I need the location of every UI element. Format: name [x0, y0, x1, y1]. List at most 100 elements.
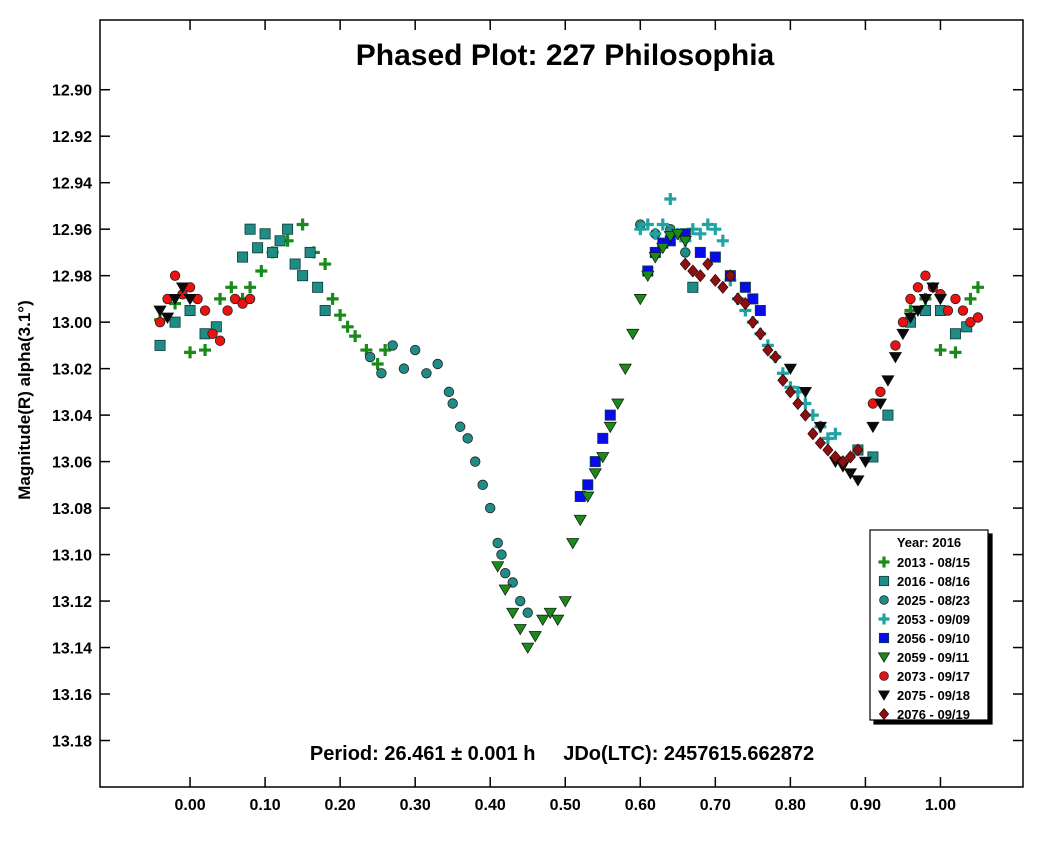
- data-point: [747, 293, 759, 305]
- data-point: [259, 228, 271, 240]
- data-point: [717, 280, 729, 294]
- legend-label: 2073 - 09/17: [897, 669, 970, 684]
- data-point: [663, 231, 677, 243]
- legend-entry: 2059 - 09/11: [877, 650, 969, 665]
- data-point: [814, 436, 826, 450]
- y-tick-label: 13.14: [52, 641, 92, 658]
- legend-label: 2053 - 09/09: [897, 612, 970, 627]
- y-tick-label: 12.92: [52, 129, 92, 146]
- data-point: [783, 363, 797, 376]
- chart-title: Phased Plot: 227 Philosophia: [356, 39, 775, 72]
- data-point: [656, 218, 669, 231]
- data-point: [641, 218, 654, 231]
- data-point: [971, 281, 984, 294]
- data-point: [513, 624, 527, 636]
- data-point: [409, 344, 421, 356]
- data-point: [443, 386, 455, 398]
- data-point: [972, 312, 984, 323]
- series-2076-09-19: [679, 257, 864, 469]
- data-point: [702, 257, 714, 271]
- data-point: [799, 408, 811, 422]
- data-point: [296, 218, 309, 231]
- data-point: [716, 234, 729, 247]
- data-point: [633, 294, 647, 306]
- data-point: [888, 352, 903, 364]
- data-point: [573, 514, 587, 527]
- data-point: [255, 265, 268, 278]
- data-point: [432, 358, 443, 370]
- data-point: [687, 281, 699, 293]
- data-point: [214, 335, 226, 346]
- x-tick-label: 0.60: [625, 797, 656, 814]
- data-point: [274, 235, 286, 247]
- data-point: [844, 450, 856, 464]
- data-point: [626, 328, 640, 341]
- data-point: [566, 538, 580, 550]
- data-point: [829, 427, 842, 440]
- data-point: [920, 270, 931, 281]
- series-2025-08-23: [364, 219, 691, 618]
- data-point: [551, 614, 565, 627]
- x-tick-label: 0.70: [700, 797, 731, 814]
- data-point: [680, 247, 691, 258]
- data-point: [965, 316, 976, 328]
- legend-label: 2056 - 09/10: [897, 631, 970, 646]
- data-point: [822, 443, 834, 457]
- data-point: [813, 421, 828, 434]
- data-point: [492, 537, 503, 549]
- data-point: [747, 315, 759, 329]
- data-point: [664, 192, 677, 205]
- data-point: [882, 409, 894, 421]
- y-tick-label: 13.02: [52, 362, 92, 379]
- legend-marker: [879, 671, 889, 681]
- data-point: [543, 607, 557, 620]
- y-tick-label: 13.12: [52, 594, 92, 611]
- legend-marker: [879, 595, 889, 605]
- data-point: [807, 427, 819, 441]
- data-point: [168, 294, 182, 306]
- data-point: [896, 328, 910, 341]
- data-point: [641, 270, 655, 283]
- y-tick-label: 12.96: [52, 222, 92, 239]
- data-point: [754, 327, 766, 341]
- data-point: [852, 443, 864, 457]
- legend-marker: [878, 575, 890, 587]
- data-point: [229, 293, 241, 305]
- data-point: [648, 252, 662, 264]
- data-point: [349, 330, 362, 343]
- y-tick-label: 13.04: [52, 408, 92, 425]
- legend-marker: [878, 632, 890, 644]
- data-point: [582, 479, 594, 491]
- data-point: [169, 270, 181, 281]
- data-point: [252, 242, 264, 254]
- legend-entry: 2016 - 08/16: [878, 574, 970, 589]
- data-point: [485, 502, 496, 514]
- legend-entry: 2025 - 08/23: [879, 593, 970, 608]
- data-point: [950, 293, 961, 305]
- data-point: [477, 479, 488, 491]
- y-tick-label: 13.00: [52, 315, 92, 332]
- legend-box: [869, 529, 989, 721]
- y-tick-label: 12.98: [52, 269, 92, 286]
- data-point: [754, 305, 766, 317]
- legend-marker: [878, 556, 890, 568]
- x-tick-label: 0.00: [174, 797, 205, 814]
- data-point: [522, 607, 533, 618]
- data-point: [603, 421, 617, 434]
- series-2073-09-17: [154, 270, 984, 409]
- legend-entry: 2076 - 09/19: [878, 707, 970, 722]
- data-point: [694, 269, 706, 283]
- data-point: [679, 257, 691, 271]
- x-tick-label: 0.40: [475, 797, 506, 814]
- data-point: [589, 456, 601, 468]
- data-point: [634, 223, 647, 236]
- data-point: [873, 398, 888, 410]
- data-point: [792, 396, 804, 411]
- data-point: [732, 292, 744, 306]
- data-point: [701, 218, 714, 231]
- data-point: [949, 328, 961, 340]
- data-point: [421, 368, 432, 379]
- data-point: [289, 258, 301, 270]
- data-point: [798, 387, 812, 399]
